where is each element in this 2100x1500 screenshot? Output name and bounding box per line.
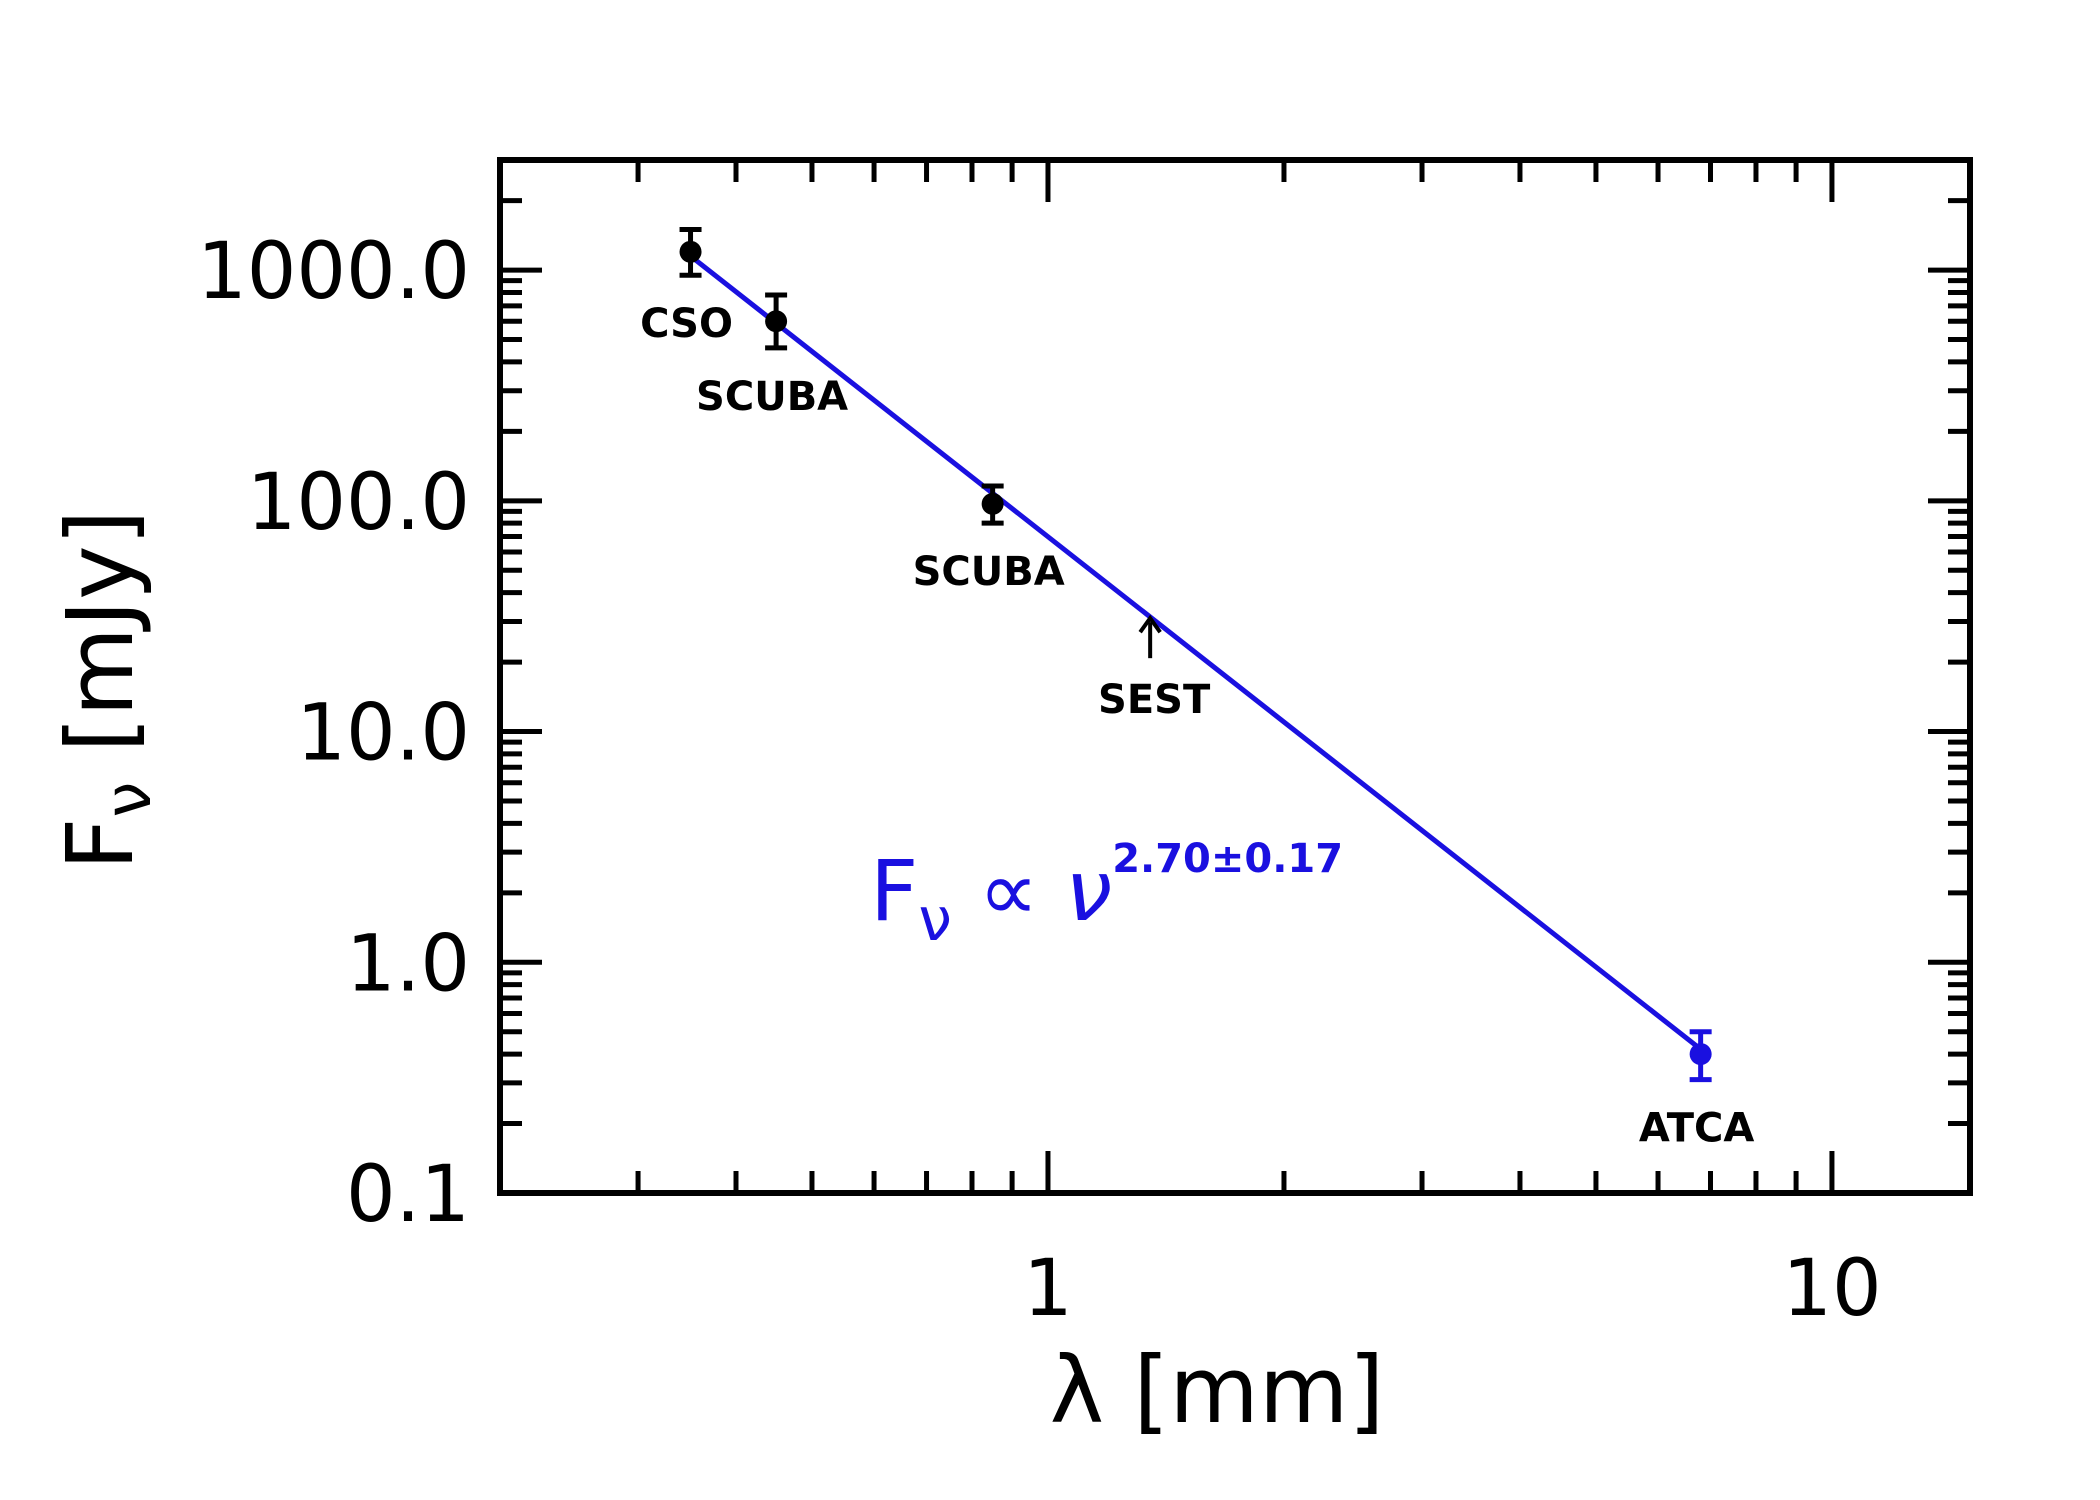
data-points: CSO SCUBA SCUBA ATCA [640, 226, 1754, 1152]
data-point: CSO [640, 226, 733, 347]
data-point: SCUBA [696, 292, 848, 420]
point-marker [1689, 1043, 1712, 1066]
y-axis-label-sub: ν [92, 782, 166, 818]
point-marker [981, 492, 1004, 515]
y-tick-label: 10.0 [296, 689, 470, 779]
point-marker [679, 240, 702, 263]
data-point: ATCA [1639, 1029, 1754, 1152]
y-axis-label-unit: [mJy] [47, 510, 154, 753]
y-tick-label: 100.0 [247, 458, 470, 548]
fit-annotation-base: ν [1065, 842, 1112, 940]
upper-limit-label: SEST [1098, 677, 1211, 723]
y-tick-label: 1.0 [346, 919, 470, 1009]
fit-annotation: Fν ∝ ν2.70±0.17 [870, 836, 1343, 955]
point-label: SCUBA [913, 549, 1065, 595]
point-marker [765, 310, 788, 333]
fit-annotation-prop: ∝ [979, 842, 1039, 940]
x-tick-label: 1 [1023, 1244, 1073, 1334]
plot-frame [497, 157, 1973, 1196]
x-tick-label: 10 [1782, 1244, 1881, 1334]
y-axis-label-main: F [47, 818, 154, 871]
point-label: ATCA [1639, 1106, 1754, 1152]
point-label: SCUBA [696, 374, 848, 420]
x-axis-label: λ [mm] [1050, 1337, 1385, 1444]
fit-line [688, 254, 1703, 1052]
fit-annotation-exponent: 2.70±0.17 [1112, 836, 1343, 882]
y-tick-label: 0.1 [346, 1150, 470, 1240]
fit-annotation-var: F [870, 842, 918, 940]
tick-labels: 1 10 0.1 1.0 10.0 100.0 1000.0 [197, 227, 1882, 1334]
fit-annotation-sub: ν [918, 885, 952, 955]
data-point: SCUBA [913, 483, 1065, 595]
y-axis-label: Fν [mJy] [47, 510, 166, 871]
upper-limit-arrowhead [1138, 614, 1162, 634]
y-tick-label: 1000.0 [197, 227, 470, 317]
point-label: CSO [640, 301, 733, 347]
upper-limit: SEST [1098, 614, 1211, 723]
